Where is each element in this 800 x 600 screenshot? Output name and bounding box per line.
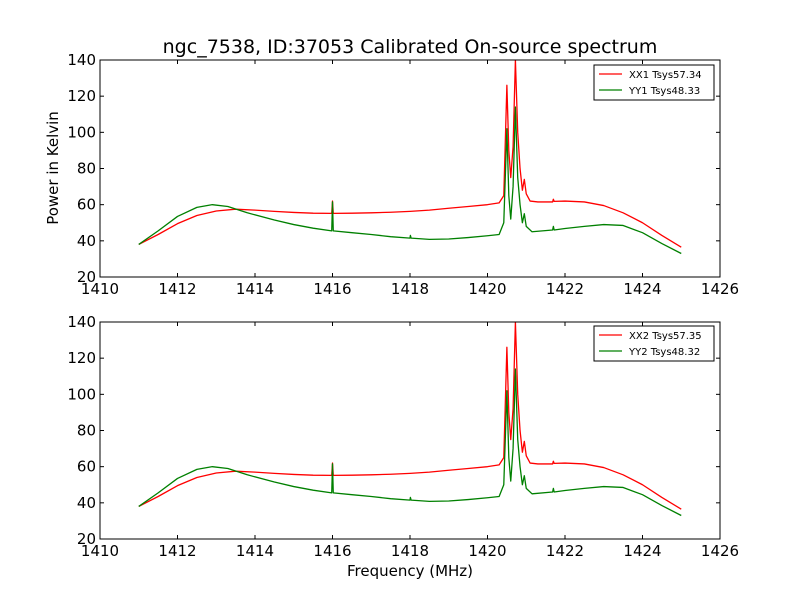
series-group <box>138 322 682 517</box>
legend-box <box>593 325 715 362</box>
x-tick-label: 1414 <box>236 542 274 560</box>
legend: XX1 Tsys57.34 YY1 Tsys48.33 <box>593 64 715 101</box>
top-panel: 1410 1412 1414 1416 1418 1420 1422 1424 1426 20 40… <box>67 51 739 298</box>
y-tick-label: 80 <box>77 422 96 440</box>
y-axis-label: Power in Kelvin <box>44 111 62 225</box>
y-tick-label: 100 <box>67 123 96 141</box>
x-tick-label: 1418 <box>391 280 429 298</box>
y-tick-label: 40 <box>77 232 96 250</box>
y-tick-label: 40 <box>77 494 96 512</box>
y-tick-label: 140 <box>67 313 96 331</box>
chart-title: ngc_7538, ID:37053 Calibrated On-source … <box>163 36 658 58</box>
bottom-panel: 1410 1412 1414 1416 1418 1420 1422 1424 1426 20 40… <box>67 313 739 560</box>
x-tick-label: 1424 <box>623 280 661 298</box>
y-tick-label: 140 <box>67 51 96 69</box>
y-tick-label: 60 <box>77 458 96 476</box>
y-tick-label: 120 <box>67 87 96 105</box>
x-tick-label: 1420 <box>468 542 506 560</box>
legend-entry: YY1 Tsys48.33 <box>628 86 700 97</box>
x-tick-label: 1416 <box>313 280 351 298</box>
y-tick-label: 20 <box>77 268 96 286</box>
x-tick-label: 1422 <box>546 542 584 560</box>
x-tick-label: 1414 <box>236 280 274 298</box>
y-tick-label: 100 <box>67 385 96 403</box>
series-line-yy2 <box>138 368 682 517</box>
x-tick-label: 1424 <box>623 542 661 560</box>
x-tick-label: 1412 <box>158 280 196 298</box>
legend-entry: XX1 Tsys57.34 <box>629 70 702 81</box>
legend: XX2 Tsys57.35 YY2 Tsys48.32 <box>593 325 715 362</box>
x-tick-label: 1426 <box>701 280 739 298</box>
x-tick-label: 1420 <box>468 280 506 298</box>
x-tick-label: 1416 <box>313 542 351 560</box>
series-line-yy1 <box>138 106 682 255</box>
y-tick-label: 60 <box>77 196 96 214</box>
legend-entry: XX2 Tsys57.35 <box>629 331 702 342</box>
x-tick-label: 1426 <box>701 542 739 560</box>
x-tick-label: 1412 <box>158 542 196 560</box>
legend-box <box>593 64 715 101</box>
y-tick-label: 120 <box>67 349 96 367</box>
series-line-xx1 <box>138 60 682 248</box>
y-tick-label: 20 <box>77 530 96 548</box>
x-tick-label: 1410 <box>81 542 119 560</box>
series-group <box>138 60 682 255</box>
x-tick-label: 1422 <box>546 280 584 298</box>
x-tick-label: 1418 <box>391 542 429 560</box>
legend-entry: YY2 Tsys48.32 <box>628 347 700 358</box>
x-tick-label: 1410 <box>81 280 119 298</box>
series-line-xx2 <box>138 322 682 510</box>
y-tick-label: 80 <box>77 160 96 178</box>
x-axis-label: Frequency (MHz) <box>347 562 473 580</box>
